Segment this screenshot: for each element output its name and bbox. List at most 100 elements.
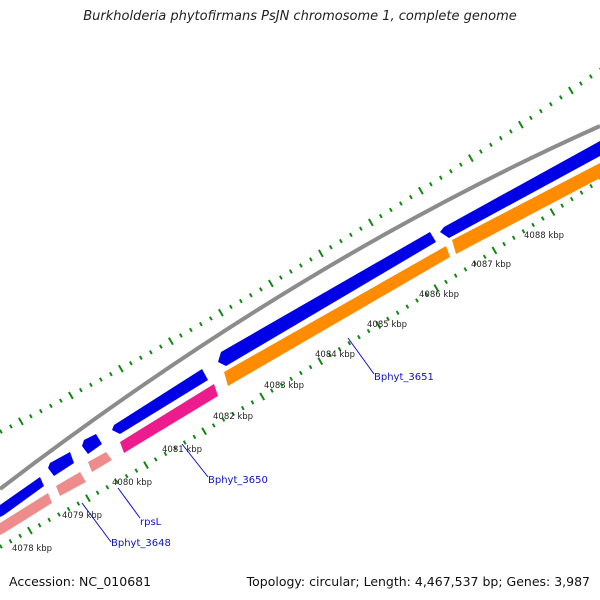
scale-dot bbox=[105, 484, 110, 490]
cds-arrow[interactable] bbox=[120, 384, 218, 453]
scale-dot bbox=[201, 427, 207, 436]
scale-tick-label: 4079 kbp bbox=[62, 511, 102, 521]
gc-dot bbox=[509, 129, 513, 134]
accession-text: Accession: NC_010681 bbox=[9, 574, 152, 589]
gc-dot bbox=[529, 115, 533, 121]
gene-label-bphyt-3650[interactable]: Bphyt_3650 bbox=[208, 475, 268, 486]
scale-dot bbox=[163, 451, 168, 457]
gc-dot bbox=[189, 327, 193, 333]
gc-dot bbox=[468, 154, 474, 163]
scale-dot bbox=[521, 229, 526, 234]
gc-dot bbox=[299, 263, 303, 268]
scale-tick-label: 4081 kbp bbox=[162, 445, 202, 455]
scale-dot bbox=[482, 254, 487, 260]
scale-dot bbox=[299, 370, 303, 376]
scale-dot bbox=[250, 400, 255, 405]
gc-dot bbox=[198, 321, 203, 327]
gene-label-bphyt-3651[interactable]: Bphyt_3651 bbox=[374, 372, 434, 383]
scale-labels: 4078 kbp 4079 kbp 4080 kbp 4081 kbp 4082 kbp… bbox=[12, 231, 564, 554]
scale-dot bbox=[317, 357, 324, 366]
scale-dot bbox=[395, 310, 400, 315]
gene-label-bphyt-3648[interactable]: Bphyt_3648 bbox=[111, 538, 171, 549]
gc-dot bbox=[128, 361, 133, 366]
gc-dot bbox=[238, 298, 243, 304]
scale-tick-label: 4078 kbp bbox=[12, 544, 52, 554]
scale-dot bbox=[143, 461, 149, 470]
cds-arrow[interactable] bbox=[224, 246, 450, 386]
cds-arrow[interactable] bbox=[0, 493, 52, 535]
gc-dot bbox=[289, 269, 293, 274]
scale-dot bbox=[453, 273, 458, 278]
scale-dot bbox=[57, 512, 61, 517]
leader-line bbox=[81, 502, 112, 543]
scale-dot bbox=[415, 298, 419, 303]
scale-dot bbox=[231, 411, 235, 417]
gc-dot bbox=[479, 149, 483, 154]
leader-line bbox=[347, 337, 375, 375]
scale-dot bbox=[531, 222, 535, 228]
gc-dot bbox=[59, 398, 63, 403]
scale-dot bbox=[8, 538, 13, 544]
scale-tick-label: 4085 kbp bbox=[367, 320, 407, 330]
gc-dot bbox=[589, 74, 593, 79]
scale-dot bbox=[337, 346, 342, 352]
gc-dot bbox=[268, 279, 274, 288]
leader-line bbox=[117, 487, 141, 519]
scale-dot bbox=[0, 544, 3, 549]
gc-dot bbox=[459, 162, 463, 167]
gc-dot bbox=[309, 257, 313, 262]
scale-tick-label: 4080 kbp bbox=[112, 478, 152, 488]
cds-arrow[interactable] bbox=[452, 163, 600, 254]
scale-dot bbox=[85, 494, 91, 503]
scale-dot bbox=[182, 440, 187, 445]
scale-dot bbox=[386, 316, 390, 322]
gc-dot bbox=[8, 424, 13, 429]
cds-arrow[interactable] bbox=[48, 452, 74, 476]
scale-dot bbox=[357, 334, 361, 340]
cds-arrow[interactable] bbox=[218, 232, 436, 366]
scale-dot bbox=[18, 533, 23, 539]
gc-dot bbox=[0, 429, 3, 434]
scale-dot bbox=[221, 417, 226, 422]
gc-dot bbox=[429, 182, 433, 187]
gc-dot bbox=[138, 355, 143, 360]
scale-dot bbox=[95, 490, 100, 495]
reverse-cds-track bbox=[0, 163, 600, 535]
gc-dot bbox=[249, 293, 253, 298]
genome-backbone bbox=[0, 124, 600, 491]
cds-arrow[interactable] bbox=[0, 477, 44, 517]
cds-arrow[interactable] bbox=[440, 141, 600, 238]
scale-dot bbox=[173, 445, 177, 451]
gc-skew-inner-track bbox=[0, 177, 600, 549]
cds-arrow[interactable] bbox=[112, 369, 208, 434]
gc-dot bbox=[539, 108, 543, 114]
gc-dot bbox=[18, 417, 24, 426]
gene-labels: Bphyt_3648 rpsL Bphyt_3650 Bphyt_3651 bbox=[81, 337, 434, 549]
scale-dot bbox=[66, 506, 71, 512]
scale-tick-label: 4084 kbp bbox=[315, 350, 355, 360]
gc-dot bbox=[339, 238, 343, 244]
gene-label-rpsl[interactable]: rpsL bbox=[140, 517, 162, 528]
scale-dot bbox=[569, 196, 574, 202]
gc-dot bbox=[78, 387, 83, 393]
gc-dot bbox=[559, 95, 563, 100]
scale-dot bbox=[444, 279, 448, 285]
gc-dot bbox=[259, 287, 263, 292]
scale-tick-label: 4086 kbp bbox=[419, 290, 459, 300]
scale-dot bbox=[511, 235, 516, 240]
cds-arrow[interactable] bbox=[56, 472, 86, 496]
scale-dot bbox=[549, 208, 556, 217]
scale-dot bbox=[347, 340, 352, 346]
gc-dot bbox=[38, 408, 43, 414]
cds-arrow[interactable] bbox=[88, 452, 112, 472]
gc-dot bbox=[579, 81, 583, 86]
gc-dot bbox=[389, 207, 393, 213]
genome-stats-text: Topology: circular; Length: 4,467,537 bp… bbox=[246, 574, 590, 589]
gc-dot bbox=[489, 142, 493, 148]
cds-arrow[interactable] bbox=[82, 434, 102, 454]
scale-dot bbox=[473, 260, 477, 266]
scale-dot bbox=[192, 434, 197, 440]
gc-dot bbox=[67, 391, 74, 400]
gc-dot bbox=[449, 169, 453, 174]
